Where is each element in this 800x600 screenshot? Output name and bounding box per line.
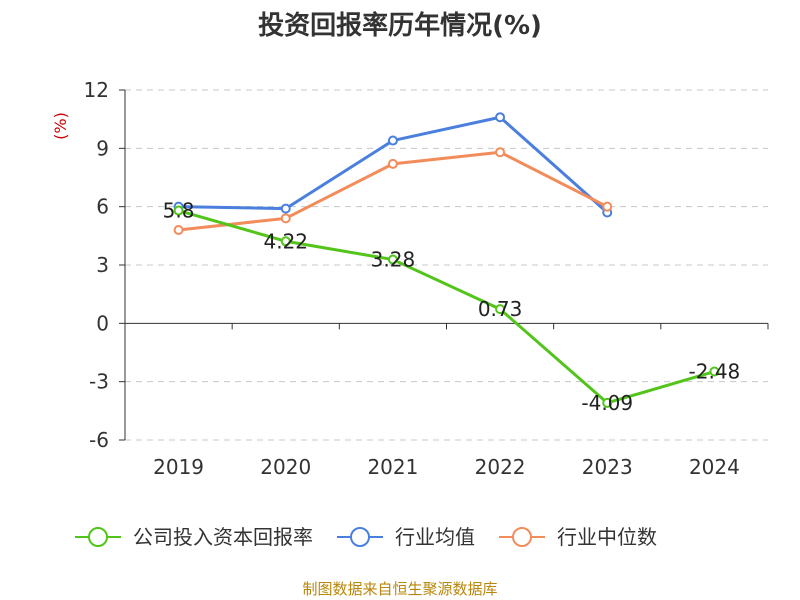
grid-lines <box>125 89 768 441</box>
data-label: -2.48 <box>689 360 741 384</box>
legend-item: 行业中位数 <box>499 525 657 549</box>
data-point <box>387 158 398 169</box>
data-label: -4.09 <box>581 391 633 415</box>
data-labels: 5.8 4.22 3.28 0.73 -4.09 -2.48 <box>163 199 741 415</box>
legend-item: 公司投入资本回报率 <box>75 525 313 549</box>
legend-label: 公司投入资本回报率 <box>133 525 313 549</box>
legend-marker <box>350 527 370 547</box>
legend-label: 行业均值 <box>395 525 475 549</box>
y-tick-labels: 12 9 6 3 0 -3 -6 <box>84 78 109 452</box>
y-tick-label: 3 <box>96 253 109 277</box>
data-label: 3.28 <box>371 248 416 272</box>
y-tick-label: 12 <box>84 78 109 102</box>
data-label: 4.22 <box>263 229 308 253</box>
data-point <box>280 236 291 247</box>
y-axis-label: (%) <box>51 112 70 140</box>
x-tick-label: 2019 <box>153 455 204 479</box>
data-point <box>280 213 291 224</box>
data-point <box>280 203 291 214</box>
legend-marker <box>512 527 532 547</box>
data-point <box>495 304 506 315</box>
x-tick-label: 2021 <box>367 455 418 479</box>
legend-label: 行业中位数 <box>557 525 657 549</box>
data-point <box>602 201 613 212</box>
x-tick-label: 2024 <box>689 455 740 479</box>
x-tick-label: 2020 <box>260 455 311 479</box>
y-tick-label: 0 <box>96 311 109 335</box>
data-point <box>387 135 398 146</box>
x-tick-label: 2022 <box>475 455 526 479</box>
source-note: 制图数据来自恒生聚源数据库 <box>302 580 497 598</box>
data-label: 5.8 <box>163 199 195 223</box>
data-point <box>602 397 613 408</box>
data-label: 0.73 <box>478 297 523 321</box>
series-line <box>178 209 715 405</box>
series-group <box>173 112 720 408</box>
legend: 公司投入资本回报率 行业均值 行业中位数 <box>75 525 657 549</box>
data-point <box>709 366 720 377</box>
y-tick-label: 9 <box>96 136 109 160</box>
x-tick-label: 2023 <box>582 455 633 479</box>
data-point <box>387 254 398 265</box>
chart-title: 投资回报率历年情况(%) <box>258 10 542 41</box>
y-tick-label: -6 <box>89 428 109 452</box>
data-point <box>173 225 184 235</box>
axes <box>119 89 769 441</box>
x-tick-labels: 2019 2020 2021 2022 2023 2024 <box>153 455 740 479</box>
y-tick-label: 6 <box>96 195 109 219</box>
data-point <box>173 205 184 216</box>
legend-item: 行业均值 <box>337 525 475 549</box>
data-point <box>495 112 506 123</box>
data-point <box>495 147 506 158</box>
legend-marker <box>88 527 108 547</box>
y-tick-label: -3 <box>89 370 109 394</box>
